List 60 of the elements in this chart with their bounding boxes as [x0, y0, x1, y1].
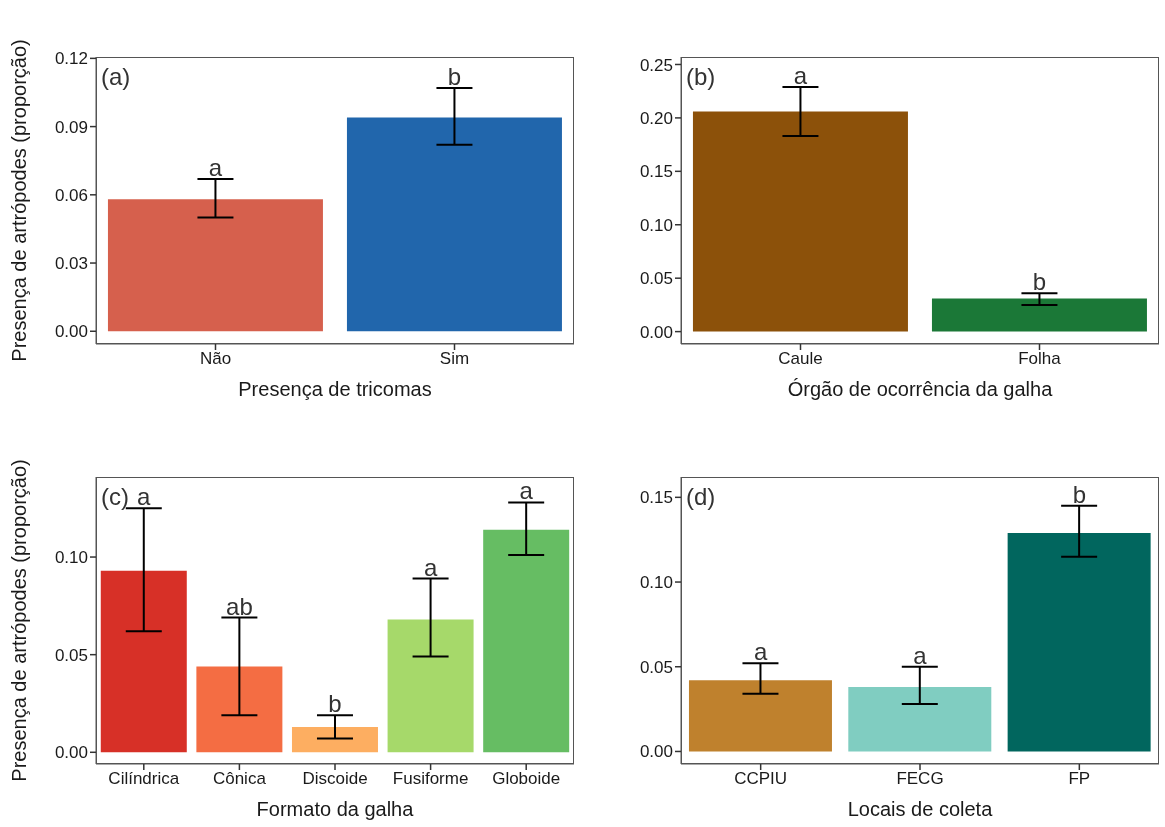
x-tick-label: FP [1068, 769, 1091, 789]
annotation: a [753, 638, 768, 666]
x-axis-title: Presença de tricomas [238, 378, 432, 400]
x-tick-label: CCPIU [734, 769, 788, 789]
annotation: a [208, 153, 223, 181]
y-tick-label: 0.09 [54, 117, 88, 137]
y-tick-label: 0.00 [639, 742, 673, 762]
y-axis-title: Presença de artrópodes (proporção) [8, 459, 30, 782]
y-tick-label: 0.10 [54, 548, 88, 568]
x-axis-title: Formato da galha [256, 798, 415, 820]
bar [387, 619, 474, 753]
annotation: b [328, 690, 342, 718]
x-tick-label: Discoide [302, 769, 368, 789]
y-tick-label: 0.06 [54, 185, 88, 205]
x-tick-label: Não [199, 349, 232, 369]
y-axis-title: Presença de artrópodes (proporção) [8, 39, 30, 362]
annotation: a [913, 641, 928, 669]
bar [688, 680, 832, 752]
annotation: a [423, 553, 438, 581]
bar [291, 726, 378, 753]
y-tick-label: 0.05 [54, 645, 88, 665]
bar [1007, 532, 1151, 752]
annotation: b [1032, 268, 1047, 296]
bar [100, 570, 187, 753]
y-tick-label: 0.10 [639, 215, 673, 235]
annotation: ab [226, 592, 253, 620]
bar [483, 529, 570, 753]
y-tick-label: 0.03 [54, 254, 88, 274]
x-tick-label: Sim [439, 349, 470, 369]
annotation: (a) [101, 63, 131, 91]
annotation: (d) [686, 483, 716, 511]
annotation: (c) [101, 483, 129, 511]
annotation: b [447, 62, 462, 90]
x-tick-label: Folha [1018, 349, 1062, 369]
y-tick-label: 0.20 [639, 108, 673, 128]
y-tick-label: 0.00 [54, 743, 88, 763]
y-tick-label: 0.12 [54, 49, 88, 69]
annotation: b [1072, 480, 1087, 508]
bar [848, 687, 992, 752]
x-tick-label: Caule [778, 349, 823, 369]
annotation: a [137, 483, 152, 511]
x-axis-title: Locais de coleta [847, 798, 994, 820]
annotation: a [793, 61, 808, 89]
bar [196, 666, 283, 753]
y-tick-label: 0.15 [639, 162, 673, 182]
annotation: a [519, 477, 534, 505]
x-tick-label: FECG [896, 769, 944, 789]
annotation: (b) [686, 63, 716, 91]
x-tick-label: Globoide [492, 769, 561, 789]
y-tick-label: 0.00 [639, 322, 673, 342]
y-tick-label: 0.10 [639, 573, 673, 593]
y-tick-label: 0.05 [639, 657, 673, 677]
x-tick-label: Cônica [212, 769, 267, 789]
x-tick-label: Cilíndrica [108, 769, 180, 789]
y-tick-label: 0.25 [639, 55, 673, 75]
y-tick-label: 0.15 [639, 488, 673, 508]
y-tick-label: 0.05 [639, 269, 673, 289]
x-tick-label: Fusiforme [392, 769, 469, 789]
x-axis-title: Órgão de ocorrência da galha [787, 378, 1054, 400]
y-tick-label: 0.00 [54, 322, 88, 342]
